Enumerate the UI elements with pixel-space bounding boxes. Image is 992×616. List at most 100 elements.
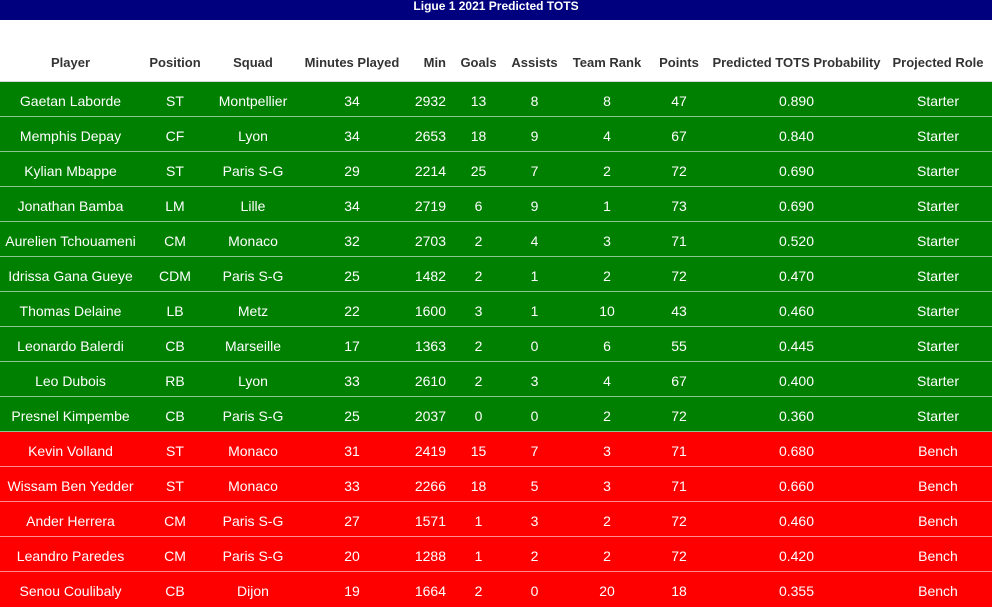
table-cell: 3: [565, 221, 649, 257]
table-cell: 72: [649, 501, 709, 537]
table-cell: 10: [565, 291, 649, 327]
table-cell: 0.460: [709, 291, 884, 327]
table-cell: 2: [453, 221, 504, 257]
table-cell: 2419: [407, 431, 453, 467]
table-cell: 43: [649, 291, 709, 327]
table-cell: Starter: [884, 186, 992, 222]
table-cell: 0.680: [709, 431, 884, 467]
table-cell: 2: [453, 571, 504, 607]
table-cell: 71: [649, 431, 709, 467]
table-cell: CF: [141, 116, 209, 152]
column-header: Min: [407, 20, 453, 82]
table-cell: Paris S-G: [209, 396, 297, 432]
table-cell: 67: [649, 116, 709, 152]
table-cell: Kylian Mbappe: [0, 151, 141, 187]
table-body: Gaetan Laborde ST Montpellier 34 2932 13 8 8 47 0…: [0, 81, 992, 607]
table-row: Gaetan Laborde ST Montpellier 34 2932 13 8 8 47 0…: [0, 81, 992, 117]
table-cell: Starter: [884, 291, 992, 327]
table-cell: 0: [504, 326, 565, 362]
table-cell: 2037: [407, 396, 453, 432]
table-cell: 2: [565, 536, 649, 572]
table-cell: Lille: [209, 186, 297, 222]
table-cell: 6: [453, 186, 504, 222]
column-header: Player: [0, 20, 141, 82]
table-cell: CM: [141, 221, 209, 257]
table-cell: 2266: [407, 466, 453, 502]
table-cell: ST: [141, 466, 209, 502]
table-row: Kevin Volland ST Monaco 31 2419 15 7 3 71 0.680 Be…: [0, 431, 992, 467]
column-header: Predicted TOTS Probability: [709, 20, 884, 82]
table-cell: Starter: [884, 81, 992, 117]
table-cell: Starter: [884, 396, 992, 432]
table-row: Idrissa Gana Gueye CDM Paris S-G 25 1482 2 1 2 7…: [0, 256, 992, 292]
table-cell: 31: [297, 431, 407, 467]
table-cell: 55: [649, 326, 709, 362]
table-cell: 9: [504, 116, 565, 152]
table-row: Wissam Ben Yedder ST Monaco 33 2266 18 5 3 71 0.6…: [0, 466, 992, 502]
table-cell: 13: [453, 81, 504, 117]
tots-table: Player Position Squad Minutes Played Min Goal…: [0, 20, 992, 607]
table-cell: Bench: [884, 536, 992, 572]
table-cell: Monaco: [209, 466, 297, 502]
table-cell: 72: [649, 151, 709, 187]
table-cell: 25: [297, 396, 407, 432]
table-cell: ST: [141, 431, 209, 467]
table-cell: CB: [141, 326, 209, 362]
table-row: Aurelien Tchouameni CM Monaco 32 2703 2 4 3 71 0.…: [0, 221, 992, 257]
table-cell: 3: [504, 501, 565, 537]
column-header: Points: [649, 20, 709, 82]
table-cell: 72: [649, 256, 709, 292]
table-cell: 0.445: [709, 326, 884, 362]
table-cell: 0: [504, 571, 565, 607]
table-cell: 27: [297, 501, 407, 537]
table-row: Senou Coulibaly CB Dijon 19 1664 2 0 20 18 0.355 B…: [0, 571, 992, 607]
table-cell: Wissam Ben Yedder: [0, 466, 141, 502]
table-cell: 1482: [407, 256, 453, 292]
table-cell: 0.690: [709, 186, 884, 222]
table-cell: 73: [649, 186, 709, 222]
table-cell: 0: [504, 396, 565, 432]
table-cell: 7: [504, 151, 565, 187]
table-cell: 2: [504, 536, 565, 572]
table-cell: 3: [565, 431, 649, 467]
table-cell: LB: [141, 291, 209, 327]
table-cell: CB: [141, 396, 209, 432]
table-cell: 72: [649, 536, 709, 572]
table-cell: Ander Herrera: [0, 501, 141, 537]
table-cell: Starter: [884, 221, 992, 257]
table-cell: 18: [649, 571, 709, 607]
table-cell: Paris S-G: [209, 536, 297, 572]
table-cell: 1: [453, 501, 504, 537]
table-cell: 15: [453, 431, 504, 467]
table-cell: Dijon: [209, 571, 297, 607]
table-cell: 18: [453, 466, 504, 502]
table-cell: Leonardo Balerdi: [0, 326, 141, 362]
table-cell: 22: [297, 291, 407, 327]
table-cell: 20: [297, 536, 407, 572]
column-header: Assists: [504, 20, 565, 82]
table-cell: 2: [453, 361, 504, 397]
table-cell: Jonathan Bamba: [0, 186, 141, 222]
table-cell: 2: [565, 256, 649, 292]
table-cell: Paris S-G: [209, 256, 297, 292]
table-cell: Starter: [884, 256, 992, 292]
table-cell: 0.460: [709, 501, 884, 537]
table-row: Jonathan Bamba LM Lille 34 2719 6 9 1 73 0.690 Sta…: [0, 186, 992, 222]
table-cell: 2: [565, 501, 649, 537]
table-cell: 5: [504, 466, 565, 502]
table-cell: 2932: [407, 81, 453, 117]
table-cell: 25: [297, 256, 407, 292]
table-cell: 1600: [407, 291, 453, 327]
table-cell: 33: [297, 466, 407, 502]
table-cell: 1664: [407, 571, 453, 607]
table-row: Thomas Delaine LB Metz 22 1600 3 1 10 43 0.460 Sta…: [0, 291, 992, 327]
table-cell: 4: [565, 361, 649, 397]
table-cell: 1363: [407, 326, 453, 362]
table-cell: 3: [453, 291, 504, 327]
table-row: Kylian Mbappe ST Paris S-G 29 2214 25 7 2 72 0.69…: [0, 151, 992, 187]
table-cell: Bench: [884, 431, 992, 467]
table-cell: Aurelien Tchouameni: [0, 221, 141, 257]
table-cell: Monaco: [209, 221, 297, 257]
table-cell: CM: [141, 501, 209, 537]
